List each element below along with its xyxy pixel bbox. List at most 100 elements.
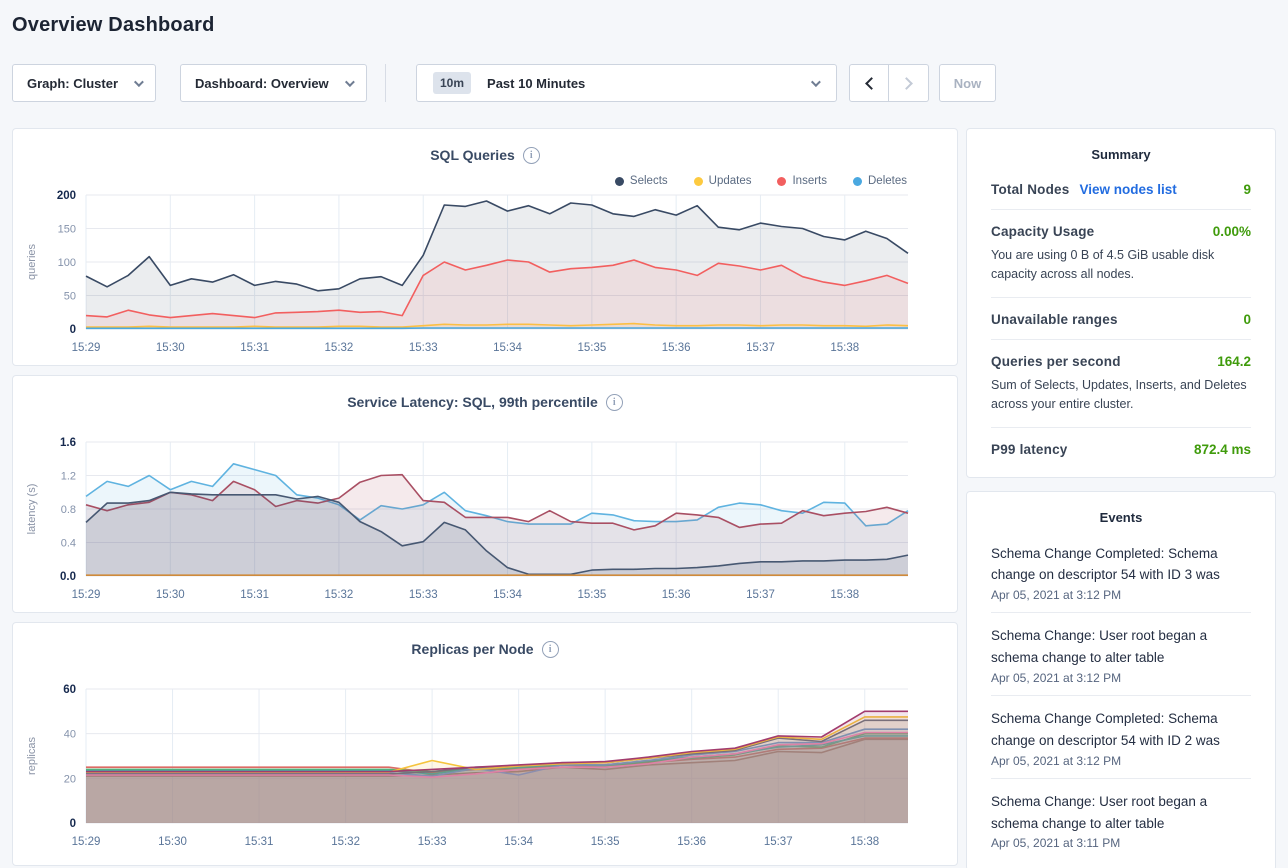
- svg-text:0: 0: [70, 324, 76, 336]
- summary-value: 0: [1243, 311, 1251, 327]
- legend-item: Inserts: [777, 175, 827, 187]
- svg-text:1.6: 1.6: [60, 437, 76, 449]
- svg-text:15:32: 15:32: [331, 836, 360, 848]
- dashboard-dropdown[interactable]: Dashboard: Overview: [180, 64, 367, 102]
- legend-label: Updates: [708, 175, 752, 187]
- chevron-down-icon: [344, 76, 355, 87]
- svg-text:1.2: 1.2: [61, 471, 76, 483]
- svg-text:15:37: 15:37: [746, 589, 775, 601]
- legend-dot: [693, 176, 703, 186]
- svg-text:0.8: 0.8: [61, 504, 76, 516]
- legend-dot: [777, 176, 787, 186]
- svg-text:15:38: 15:38: [830, 589, 859, 601]
- chart-title: Service Latency: SQL, 99th percentile: [347, 394, 598, 410]
- time-forward-button[interactable]: [889, 64, 929, 102]
- summary-label: Total Nodes: [991, 182, 1070, 197]
- page-title: Overview Dashboard: [12, 14, 215, 36]
- replicas-per-node-chart-card: Replicas per Node i 15:29 15:30 15:31 15:32…: [12, 622, 958, 866]
- chevron-down-icon: [133, 76, 144, 87]
- svg-text:15:29: 15:29: [72, 589, 101, 601]
- event-item[interactable]: Schema Change: User root began a schema …: [991, 613, 1251, 696]
- svg-text:15:33: 15:33: [418, 836, 447, 848]
- summary-label: P99 latency: [991, 441, 1068, 457]
- replicas-per-node-chart[interactable]: 15:29 15:30 15:31 15:32 15:33 15:34 15:35 15:36…: [13, 661, 959, 861]
- info-icon[interactable]: i: [605, 393, 623, 411]
- svg-text:15:36: 15:36: [662, 589, 691, 601]
- svg-text:0.4: 0.4: [61, 538, 76, 550]
- event-text: Schema Change Completed: Schema change o…: [991, 545, 1220, 583]
- summary-label: Capacity Usage: [991, 224, 1095, 239]
- service-latency-chart-card: Service Latency: SQL, 99th percentile i …: [12, 375, 958, 613]
- svg-text:15:33: 15:33: [409, 589, 438, 601]
- events-title: Events: [1099, 509, 1143, 525]
- svg-text:15:31: 15:31: [240, 589, 269, 601]
- time-back-button[interactable]: [849, 64, 889, 102]
- legend-label: Deletes: [868, 175, 907, 187]
- svg-text:200: 200: [57, 190, 76, 202]
- now-button[interactable]: Now: [939, 64, 996, 102]
- summary-label: Queries per second: [991, 353, 1121, 369]
- legend-dot: [614, 176, 624, 186]
- svg-text:15:32: 15:32: [325, 589, 354, 601]
- svg-text:15:34: 15:34: [493, 342, 522, 354]
- event-text: Schema Change: User root began a schema …: [991, 628, 1208, 666]
- graph-scope-dropdown[interactable]: Graph: Cluster: [12, 64, 156, 102]
- event-item[interactable]: Schema Change Completed: Schema change o…: [991, 531, 1251, 614]
- svg-text:50: 50: [64, 291, 76, 303]
- svg-text:15:29: 15:29: [72, 342, 101, 354]
- service-latency-chart[interactable]: 15:29 15:30 15:31 15:32 15:33 15:34 15:35 15:36…: [13, 414, 959, 614]
- side-column: Summary Total Nodes View nodes list 9 Ca…: [966, 128, 1276, 868]
- event-timestamp: Apr 05, 2021 at 3:11 PM: [991, 836, 1121, 851]
- svg-text:15:30: 15:30: [158, 836, 187, 848]
- svg-text:40: 40: [64, 729, 76, 741]
- charts-column: SQL Queries i Selects Updates Inserts De…: [12, 128, 958, 866]
- svg-text:0: 0: [70, 818, 76, 830]
- svg-text:15:31: 15:31: [240, 342, 269, 354]
- svg-text:latency (s): latency (s): [26, 484, 38, 535]
- svg-text:150: 150: [58, 224, 76, 236]
- summary-subtext: You are using 0 B of 4.5 GiB usable disk…: [991, 248, 1215, 282]
- svg-text:15:30: 15:30: [156, 342, 185, 354]
- svg-text:queries: queries: [26, 243, 38, 280]
- view-nodes-list-link[interactable]: View nodes list: [1079, 182, 1177, 197]
- event-item[interactable]: Schema Change: User root began a schema …: [991, 779, 1251, 861]
- summary-value: 164.2: [1217, 353, 1251, 369]
- now-label: Now: [953, 75, 982, 91]
- svg-text:15:38: 15:38: [830, 342, 859, 354]
- svg-text:15:36: 15:36: [662, 342, 691, 354]
- summary-title: Summary: [1091, 147, 1151, 162]
- svg-text:0.0: 0.0: [60, 571, 76, 583]
- time-range-dropdown[interactable]: 10m Past 10 Minutes: [416, 64, 837, 102]
- svg-text:20: 20: [64, 773, 76, 785]
- summary-row-capacity-usage: Capacity Usage 0.00% You are using 0 B o…: [991, 210, 1251, 298]
- info-icon[interactable]: i: [541, 640, 559, 658]
- chart-title: SQL Queries: [430, 147, 515, 163]
- time-range-label: Past 10 Minutes: [487, 75, 586, 91]
- summary-subtext: Sum of Selects, Updates, Inserts, and De…: [991, 377, 1247, 412]
- summary-panel: Summary Total Nodes View nodes list 9 Ca…: [966, 128, 1276, 478]
- event-item[interactable]: Schema Change Completed: Schema change o…: [991, 696, 1251, 779]
- legend-item: Deletes: [853, 175, 907, 187]
- svg-text:15:37: 15:37: [746, 342, 775, 354]
- svg-text:15:30: 15:30: [156, 589, 185, 601]
- svg-text:15:35: 15:35: [591, 836, 620, 848]
- events-panel: Events Schema Change Completed: Schema c…: [966, 490, 1276, 868]
- svg-text:15:35: 15:35: [577, 589, 606, 601]
- legend-label: Selects: [629, 175, 668, 187]
- sql-queries-chart[interactable]: 15:29 15:30 15:31 15:32 15:33 15:34 15:35 15:36…: [13, 167, 959, 367]
- summary-row-unavailable-ranges: Unavailable ranges 0: [991, 298, 1251, 340]
- graph-scope-label: Graph: Cluster: [27, 75, 119, 91]
- controls-divider: [385, 64, 386, 102]
- info-icon[interactable]: i: [522, 146, 540, 164]
- event-text: Schema Change Completed: Schema change o…: [991, 710, 1220, 748]
- summary-value: 9: [1243, 182, 1251, 197]
- svg-text:15:38: 15:38: [850, 836, 879, 848]
- svg-text:15:34: 15:34: [504, 836, 533, 848]
- svg-text:15:34: 15:34: [493, 589, 522, 601]
- chevron-right-icon: [900, 76, 913, 90]
- svg-text:replicas: replicas: [26, 737, 38, 775]
- svg-text:15:35: 15:35: [577, 342, 606, 354]
- svg-text:15:37: 15:37: [764, 836, 793, 848]
- chevron-left-icon: [864, 76, 878, 90]
- event-timestamp: Apr 05, 2021 at 3:12 PM: [991, 588, 1122, 603]
